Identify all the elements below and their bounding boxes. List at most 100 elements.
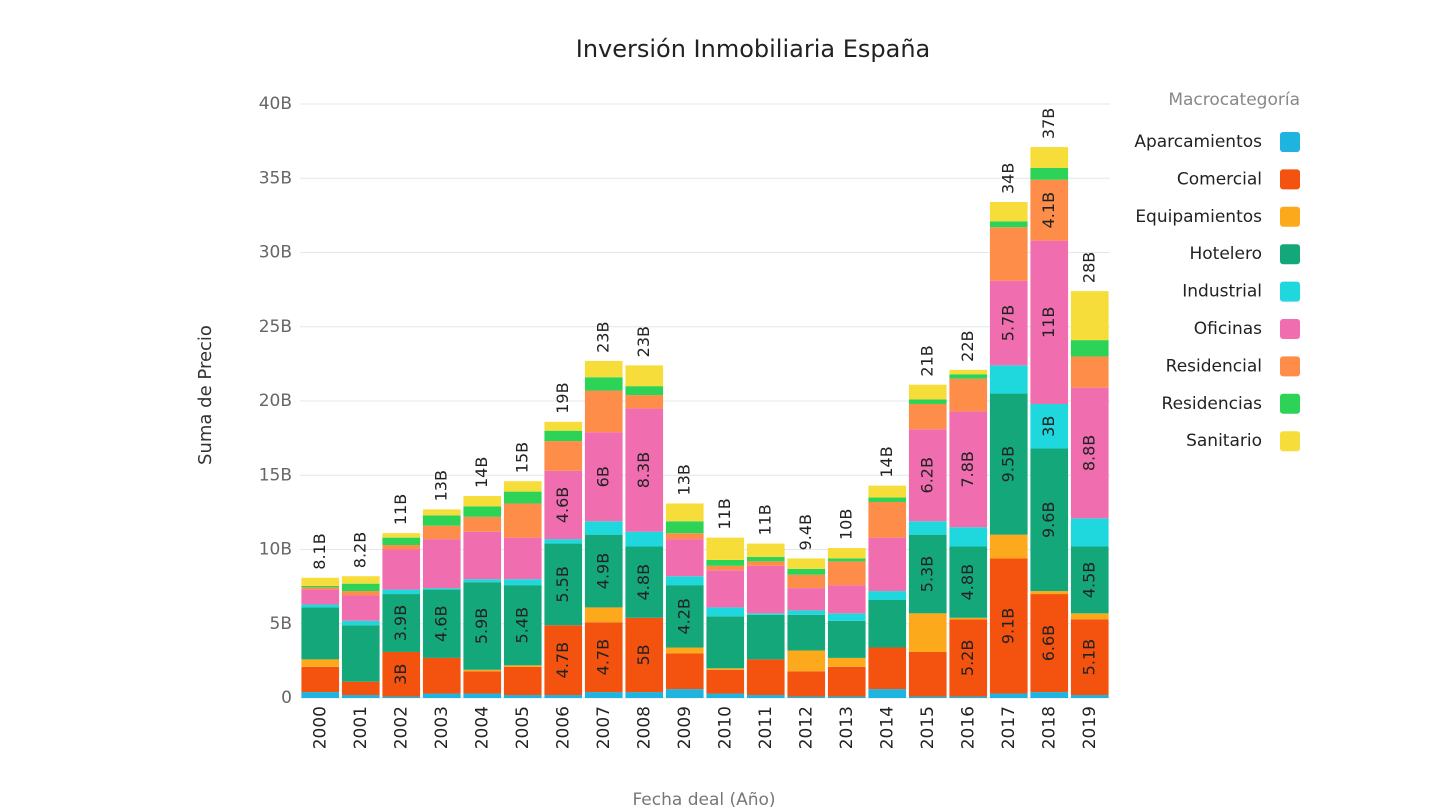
- bar-segment: [949, 617, 988, 620]
- value-label: 4.5B: [1079, 562, 1098, 598]
- bar-segment: [463, 671, 502, 694]
- bar-segment: [544, 695, 583, 698]
- bar-segment: [706, 668, 745, 670]
- bar-segment: [908, 613, 947, 652]
- bar-segment: [989, 202, 1028, 222]
- bar-segment: [422, 525, 461, 540]
- bar-segment: [341, 695, 380, 698]
- bar-segment: [382, 545, 421, 550]
- bar-segment: [463, 579, 502, 583]
- legend-label: Sanitario: [1186, 431, 1262, 451]
- bar-segment: [989, 280, 1028, 366]
- x-tick-label: 2014: [877, 706, 897, 749]
- value-label: 5.4B: [512, 607, 531, 643]
- x-tick-label: 2010: [715, 706, 735, 749]
- bar-segment: [1030, 591, 1069, 595]
- bar-segment: [503, 491, 542, 504]
- bar-segment: [382, 549, 421, 590]
- bar-segment: [827, 613, 866, 621]
- bar-segment: [868, 599, 907, 648]
- x-tick-label: 2005: [513, 706, 533, 749]
- y-tick-label: 15B: [259, 465, 292, 485]
- bar-segment: [949, 369, 988, 375]
- bar-segment: [706, 693, 745, 698]
- bar-segment: [706, 565, 745, 571]
- y-tick-label: 35B: [259, 168, 292, 188]
- x-tick-label: 2003: [432, 706, 452, 749]
- bar-segment: [422, 588, 461, 590]
- bar-segment: [787, 696, 826, 698]
- total-label: 8.1B: [310, 533, 329, 569]
- legend-swatch: [1280, 169, 1300, 190]
- x-tick-label: 2008: [634, 706, 654, 749]
- bar-segment: [301, 589, 340, 605]
- value-label: 4.9B: [593, 553, 612, 589]
- bar-segment: [746, 556, 785, 562]
- bar-segment: [544, 441, 583, 471]
- bar-segment: [989, 227, 1028, 281]
- value-label: 5.5B: [553, 566, 572, 602]
- x-tick-label: 2001: [351, 706, 371, 749]
- legend-label: Comercial: [1177, 169, 1262, 189]
- bar-segment: [584, 377, 623, 391]
- bar-segment: [827, 666, 866, 697]
- bar-segment: [706, 669, 745, 694]
- x-tick-label: 2018: [1039, 706, 1059, 749]
- bar-segment: [787, 610, 826, 615]
- bar-segment: [301, 577, 340, 586]
- bar-segment: [827, 548, 866, 559]
- bar-segment: [422, 589, 461, 658]
- value-label: 9.5B: [998, 446, 1017, 482]
- bar-segment: [544, 539, 583, 544]
- legend-label: Residencial: [1166, 356, 1262, 376]
- value-label: 4.1B: [1039, 192, 1058, 228]
- value-label: 5.7B: [998, 305, 1017, 341]
- y-tick-label: 30B: [259, 243, 292, 263]
- legend-label: Residencias: [1162, 394, 1263, 414]
- bar-segment: [382, 594, 421, 652]
- bar-segment: [625, 692, 664, 698]
- bar-segment: [544, 421, 583, 431]
- value-label: 5.9B: [472, 608, 491, 644]
- bar-segment: [544, 543, 583, 626]
- bar-segment: [503, 579, 542, 586]
- total-label: 11B: [391, 494, 410, 525]
- bar-segment: [787, 671, 826, 697]
- x-tick-label: 2009: [675, 706, 695, 749]
- bar-segment: [989, 221, 1028, 228]
- bar-segment: [625, 365, 664, 387]
- bar-segment: [1070, 340, 1109, 357]
- legend-swatch: [1280, 356, 1300, 377]
- bar-segment: [382, 589, 421, 595]
- total-label: 14B: [472, 457, 491, 488]
- value-label: 4.8B: [634, 564, 653, 600]
- bar-segment: [949, 527, 988, 547]
- bar-segment: [665, 653, 704, 690]
- bar-segment: [382, 537, 421, 546]
- bar-segment: [989, 365, 1028, 394]
- x-tick-label: 2013: [837, 706, 857, 749]
- legend-swatch: [1280, 393, 1300, 414]
- bar-segment: [787, 614, 826, 651]
- bar-segment: [908, 534, 947, 614]
- bar-segment: [382, 696, 421, 698]
- bar-segment: [746, 565, 785, 614]
- bar-segment: [341, 681, 380, 696]
- value-label: 7.8B: [958, 451, 977, 487]
- value-label: 8.3B: [634, 452, 653, 488]
- bar-segment: [584, 692, 623, 698]
- bar-segment: [544, 430, 583, 442]
- bar-segment: [868, 501, 907, 538]
- bar-segment: [584, 607, 623, 623]
- bar-segment: [746, 543, 785, 557]
- total-label: 8.2B: [350, 532, 369, 568]
- y-tick-label: 20B: [259, 391, 292, 411]
- bar-segment: [1030, 692, 1069, 698]
- value-label: 11B: [1039, 307, 1058, 338]
- bar-segment: [746, 695, 785, 698]
- bar-segment: [625, 546, 664, 618]
- bar-segment: [908, 651, 947, 697]
- bar-segment: [301, 585, 340, 588]
- bar-segment: [625, 408, 664, 532]
